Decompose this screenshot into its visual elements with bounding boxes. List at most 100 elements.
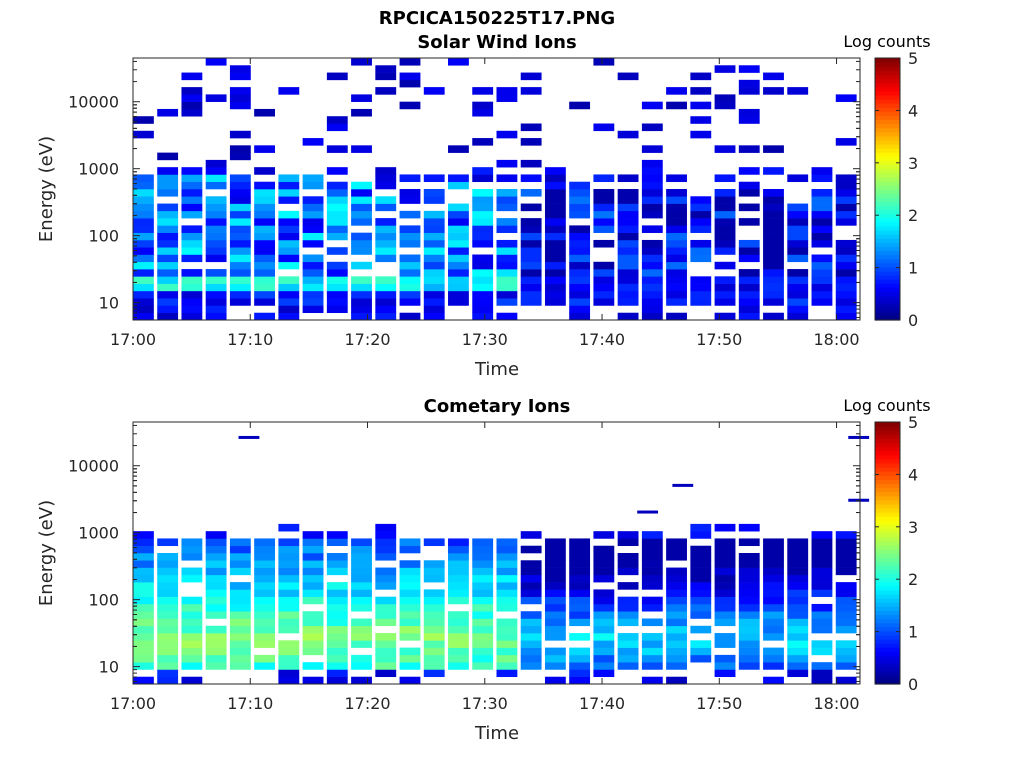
heatmap-cell [254, 574, 276, 583]
heatmap-cell [835, 269, 857, 277]
heatmap-cell [181, 574, 203, 583]
heatmap-cell [302, 560, 324, 568]
heatmap-cell [278, 647, 300, 656]
colorbar-tick-label: 5 [908, 413, 918, 432]
heatmap-cell [738, 523, 760, 532]
heatmap-cell [763, 232, 784, 241]
heatmap-cell [351, 633, 372, 641]
heatmap-cell [181, 72, 203, 81]
heatmap-cell [738, 603, 760, 612]
heatmap-cell [641, 582, 663, 590]
heatmap-cell [472, 276, 494, 284]
heatmap-cell [205, 654, 227, 663]
heatmap-cell [472, 232, 494, 241]
heatmap-cell [472, 567, 494, 576]
heatmap-cell [133, 218, 154, 226]
heatmap-cell [472, 596, 494, 605]
heatmap-cell [351, 298, 372, 306]
colorbar-swatch [875, 495, 900, 501]
heatmap-cell [641, 269, 663, 277]
heatmap-cell [593, 603, 615, 612]
heatmap-cell [229, 538, 251, 547]
heatmap-cell [714, 603, 736, 612]
heatmap-cell [666, 239, 687, 248]
heatmap-cell [448, 574, 469, 583]
colorbar-swatch [875, 467, 900, 472]
heatmap-cell [787, 662, 809, 670]
heatmap-cell [641, 647, 663, 656]
heatmap-cell [763, 239, 784, 248]
heatmap-cell [496, 298, 518, 306]
heatmap-cell [423, 276, 445, 284]
heatmap-cell [763, 553, 784, 561]
x-tick-label: 17:30 [462, 694, 508, 713]
x-axis-label: Time [474, 359, 519, 380]
heatmap-cell [133, 247, 154, 255]
colorbar-tick-label: 3 [908, 518, 918, 537]
heatmap-cell [763, 589, 784, 597]
heatmap-cell [763, 596, 784, 605]
heatmap-cell [569, 560, 591, 568]
heatmap-cell [181, 647, 203, 656]
heatmap-cell [351, 145, 372, 153]
heatmap-cell [375, 574, 397, 583]
heatmap-cell [375, 247, 397, 255]
heatmap-cell [617, 225, 639, 233]
heatmap-cell [278, 523, 300, 532]
heatmap-cell [787, 269, 809, 277]
heatmap-cell [399, 611, 421, 619]
heatmap-cell [787, 312, 809, 321]
heatmap-cell [666, 203, 687, 212]
heatmap-cell [472, 633, 494, 641]
heatmap-cell [811, 276, 833, 284]
colorbar-swatch [875, 242, 900, 247]
heatmap-cell [472, 545, 494, 554]
colorbar-swatch [875, 164, 900, 170]
heatmap-cell [448, 145, 469, 153]
heatmap-cell [569, 312, 591, 321]
heatmap-cell [326, 116, 348, 124]
heatmap-cell [714, 247, 736, 255]
heatmap-cell [690, 560, 712, 568]
heatmap-cell [569, 276, 591, 284]
colorbar-swatch [875, 213, 900, 219]
heatmap-cell [229, 65, 251, 73]
heatmap-cell [448, 174, 469, 183]
heatmap-cell [811, 567, 833, 576]
heatmap-cell [472, 553, 494, 561]
heatmap-cell [569, 589, 591, 597]
heatmap-cell [351, 603, 372, 612]
heatmap-cell [472, 618, 494, 627]
heatmap-cell [375, 65, 397, 73]
axes-solar-wind: 17:00 17:10 17:20 17:30 17:40 17:50 18:00 10 100… [68, 58, 860, 349]
heatmap-cell [399, 101, 421, 110]
heatmap-cell [157, 560, 179, 568]
heatmap-cell [496, 640, 518, 648]
heatmap-cell [617, 290, 639, 299]
heatmap-cell [738, 654, 760, 663]
heatmap-cell [278, 218, 300, 226]
colorbar-swatch [875, 659, 900, 665]
heatmap-cell [326, 560, 348, 568]
heatmap-cell [811, 232, 833, 241]
colorbar-swatch [875, 499, 900, 505]
heatmap-cell [375, 647, 397, 656]
heatmap-cell [254, 203, 276, 212]
heatmap-cell [133, 196, 154, 204]
colorbar-swatch [875, 168, 900, 174]
heatmap-cell [448, 261, 469, 270]
heatmap-cell [641, 654, 663, 663]
heatmap-cell [133, 574, 154, 583]
heatmap-cell [496, 596, 518, 605]
heatmap-cell [496, 618, 518, 627]
heatmap-cell [666, 654, 687, 663]
colorbar-swatch [875, 462, 900, 468]
heatmap-cell [641, 181, 663, 190]
heatmap-cell [520, 567, 542, 576]
heatmap-cell [690, 225, 712, 233]
heatmap-cell [690, 523, 712, 532]
heatmap-cell [714, 567, 736, 576]
heatmap-cell [375, 239, 397, 248]
heatmap-cell [520, 87, 542, 95]
colorbar-swatch [875, 679, 900, 685]
